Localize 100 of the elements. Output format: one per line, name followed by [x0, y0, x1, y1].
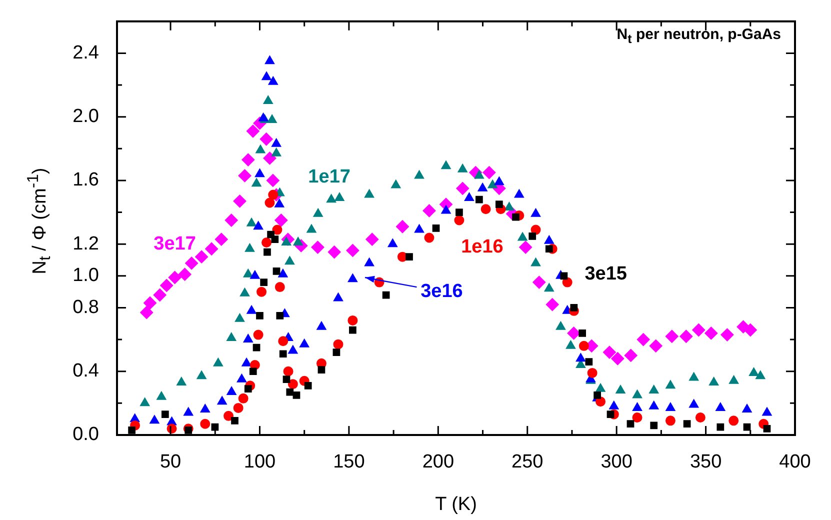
point: [456, 208, 463, 216]
point: [454, 215, 464, 226]
point: [495, 200, 503, 208]
point: [544, 283, 554, 292]
point: [268, 76, 278, 85]
point: [414, 224, 424, 233]
point: [253, 221, 264, 230]
point: [744, 324, 757, 337]
point: [519, 240, 532, 254]
point: [211, 423, 219, 431]
point: [616, 384, 626, 394]
point: [243, 334, 253, 343]
point: [264, 198, 275, 208]
point: [161, 410, 169, 418]
point: [252, 344, 260, 352]
point: [689, 372, 699, 381]
point: [649, 400, 659, 410]
point: [276, 312, 284, 320]
point: [366, 232, 379, 246]
point: [606, 410, 614, 418]
point: [748, 367, 759, 376]
point: [178, 268, 192, 281]
point: [267, 114, 277, 124]
point: [224, 214, 238, 227]
point: [140, 398, 150, 406]
point: [424, 232, 434, 243]
point: [665, 416, 676, 426]
y-tick-label: 2.4: [72, 42, 100, 64]
point: [231, 417, 238, 424]
point: [264, 56, 275, 64]
point: [246, 305, 256, 314]
point: [650, 422, 658, 430]
point: [532, 276, 546, 289]
point: [168, 271, 182, 284]
x-tick-label: 50: [160, 452, 182, 473]
y-tick-label: 0.4: [72, 360, 100, 382]
point: [441, 160, 451, 170]
point: [246, 124, 260, 138]
point: [279, 350, 287, 358]
point: [150, 415, 160, 424]
point: [262, 72, 272, 80]
point: [636, 333, 650, 346]
x-tick-label: 400: [779, 452, 811, 473]
point: [458, 164, 468, 172]
point: [518, 232, 528, 241]
point: [742, 404, 752, 413]
point: [544, 235, 554, 244]
point: [278, 336, 288, 346]
point: [268, 190, 278, 200]
point: [567, 326, 580, 340]
point: [243, 268, 253, 278]
point: [762, 407, 772, 416]
point: [695, 412, 706, 422]
point: [283, 366, 294, 376]
point: [271, 236, 279, 244]
point: [272, 138, 282, 147]
point: [272, 148, 282, 156]
point: [349, 326, 356, 334]
point: [300, 338, 310, 348]
point: [546, 298, 559, 312]
point: [156, 391, 166, 400]
point: [274, 214, 288, 227]
point: [728, 416, 739, 426]
point: [478, 182, 488, 192]
point: [184, 426, 192, 434]
point: [666, 402, 676, 411]
point: [200, 404, 210, 413]
point: [249, 368, 257, 376]
point: [244, 243, 255, 252]
point: [560, 272, 568, 280]
point: [282, 376, 290, 384]
point: [328, 246, 341, 259]
point: [708, 377, 719, 386]
point: [391, 180, 401, 188]
point: [720, 328, 734, 342]
point: [364, 258, 374, 266]
point: [184, 407, 194, 416]
point: [286, 388, 294, 396]
point: [514, 189, 524, 198]
point: [217, 396, 227, 405]
point: [244, 385, 252, 393]
point: [140, 306, 154, 320]
point: [252, 178, 262, 187]
point: [254, 168, 265, 178]
point: [144, 296, 157, 310]
point: [476, 196, 483, 204]
point: [176, 377, 186, 386]
point: [441, 205, 451, 214]
point: [195, 250, 208, 264]
x-tick-label: 300: [600, 452, 632, 473]
x-tick-label: 150: [333, 452, 365, 473]
point: [266, 174, 280, 187]
point: [185, 256, 198, 270]
point: [530, 258, 541, 266]
point: [348, 315, 358, 326]
point: [512, 213, 520, 221]
point: [262, 238, 272, 248]
point: [128, 426, 136, 434]
point: [226, 332, 236, 341]
point: [318, 366, 326, 374]
